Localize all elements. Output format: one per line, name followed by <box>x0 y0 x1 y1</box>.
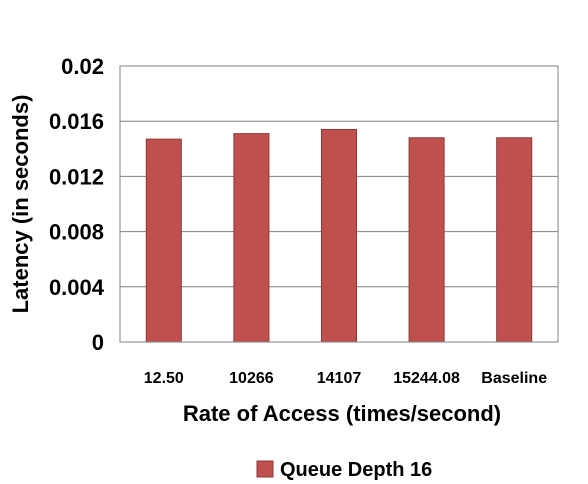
x-tick-labels: 12.50 10266 14107 15244.08 Baseline <box>144 370 547 387</box>
x-tick-label: Baseline <box>481 370 547 387</box>
x-tick-label: 10266 <box>229 370 274 387</box>
y-tick-label: 0.02 <box>61 54 104 79</box>
legend-label: Queue Depth 16 <box>280 459 432 481</box>
bar <box>408 137 445 343</box>
bar <box>145 138 182 343</box>
bar <box>320 128 358 343</box>
x-tick-label: 12.50 <box>144 370 184 387</box>
bars <box>145 128 533 343</box>
legend: Queue Depth 16 <box>256 459 432 481</box>
y-tick-label: 0 <box>92 330 104 355</box>
legend-swatch <box>256 460 274 478</box>
x-tick-label: 15244.08 <box>393 370 460 387</box>
x-axis-title: Rate of Access (times/second) <box>183 401 501 426</box>
bar <box>496 137 533 343</box>
y-axis-title: Latency (in seconds) <box>8 95 33 314</box>
bar <box>233 133 270 343</box>
x-tick-label: 14107 <box>317 370 362 387</box>
y-tick-label: 0.008 <box>49 220 104 245</box>
y-tick-label: 0.012 <box>49 164 104 189</box>
y-tick-label: 0.004 <box>49 275 105 300</box>
y-tick-label: 0.016 <box>49 109 104 134</box>
y-tick-labels: 0 0.004 0.008 0.012 0.016 0.02 <box>49 54 105 355</box>
